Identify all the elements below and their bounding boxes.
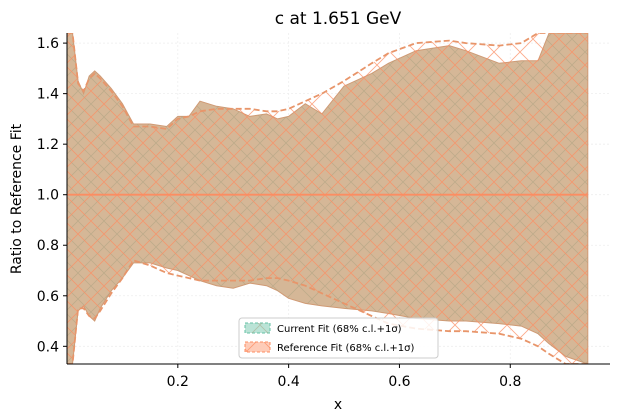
reference-fit-hatch [67, 33, 588, 364]
axes [66, 33, 610, 365]
y-axis-label: Ratio to Reference Fit [9, 123, 25, 274]
reference-fit-lower-line [67, 259, 588, 364]
x-axis-label: x [334, 397, 342, 413]
y-tick-label: 1.4 [37, 87, 59, 103]
chart-title: c at 1.651 GeV [275, 9, 402, 29]
x-tick-label: 0.4 [277, 374, 299, 390]
legend-frame [238, 317, 439, 359]
x-tick-label: 0.8 [499, 374, 521, 390]
legend: Current Fit (68% c.l.+1σ) Reference Fit … [238, 317, 439, 359]
y-tick-label: 0.4 [37, 339, 59, 355]
legend-label-reference: Reference Fit (68% c.l.+1σ) [277, 343, 414, 354]
x-tick-label: 0.2 [167, 374, 189, 390]
legend-swatch-current-hatch [245, 323, 270, 333]
y-ticks: 0.4 0.6 0.8 1.0 1.2 1.4 1.6 [37, 36, 67, 355]
y-tick-label: 0.8 [37, 238, 59, 254]
y-tick-label: 1.0 [37, 188, 59, 204]
y-tick-label: 1.6 [37, 36, 59, 52]
y-tick-label: 1.2 [37, 137, 59, 153]
x-tick-label: 0.6 [388, 374, 410, 390]
y-tick-label: 0.6 [37, 289, 59, 305]
reference-fit-upper-line [67, 33, 588, 130]
x-ticks: 0.2 0.4 0.6 0.8 [167, 364, 521, 390]
legend-label-current: Current Fit (68% c.l.+1σ) [277, 324, 402, 335]
legend-swatch-reference-hatch [245, 342, 270, 352]
